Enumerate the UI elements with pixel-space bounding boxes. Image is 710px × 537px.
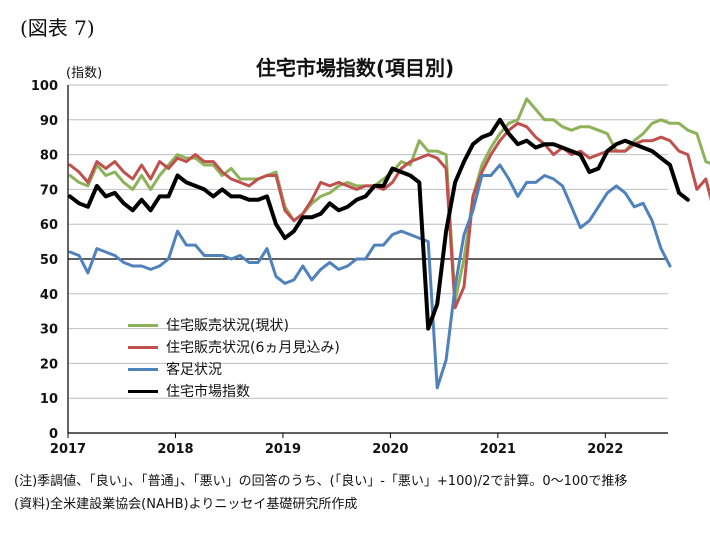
chart-title: 住宅市場指数(項目別) [255,56,455,80]
legend-label-sales-outlook: 住宅販売状況(6ヵ月見込み) [166,340,340,356]
y-tick-label: 30 [40,323,58,338]
series-lines [68,97,710,390]
series-line-sales-current [68,97,710,303]
y-tick-label: 90 [40,114,58,129]
legend-swatch-sales-current [128,323,158,327]
note-line: (注)季調値、「良い」、「普通」、「悪い」の回答のうち、(「良い」-「悪い」+1… [14,474,628,489]
axes [67,85,668,438]
y-tick-labels: 0 10 20 30 40 50 60 70 80 90 100 [31,79,58,442]
legend-label-traffic: 客足状況 [166,362,222,378]
legend-item-sales-current: 住宅販売状況(現状) [128,314,340,336]
series-line-sales-outlook [68,121,710,310]
x-tick-label: 2020 [372,442,408,457]
y-tick-label: 0 [49,427,58,442]
legend-item-sales-outlook: 住宅販売状況(6ヵ月見込み) [128,336,340,358]
legend-label-hmi: 住宅市場指数 [166,384,250,400]
series-line-hmi [68,117,690,331]
y-tick-label: 60 [40,218,58,233]
y-tick-label: 50 [40,253,58,268]
y-tick-label: 10 [40,392,58,407]
legend-swatch-traffic [128,367,158,371]
y-tick-label: 20 [40,357,58,372]
legend-item-hmi: 住宅市場指数 [128,380,340,402]
y-axis-unit-label: (指数) [66,66,103,81]
y-tick-label: 100 [31,79,58,94]
y-tick-label: 80 [40,149,58,164]
x-tick-label: 2021 [480,442,516,457]
legend-label-sales-current: 住宅販売状況(現状) [166,318,289,334]
y-tick-label: 40 [40,288,58,303]
x-tick-label: 2017 [50,442,86,457]
x-tick-label: 2018 [157,442,193,457]
legend-swatch-sales-outlook [128,345,158,349]
source-line: (資料)全米建設業協会(NAHB)よりニッセイ基礎研究所作成 [14,497,358,512]
legend-swatch-hmi [128,389,158,393]
x-tick-label: 2022 [587,442,623,457]
figure-label: (図表 7) [20,16,95,40]
y-tick-label: 70 [40,183,58,198]
series-line-traffic [68,163,672,390]
x-tick-labels: 2017 2018 2019 2020 2021 2022 [50,442,624,457]
x-tick-label: 2019 [265,442,301,457]
notes: (注)季調値、「良い」、「普通」、「悪い」の回答のうち、(「良い」-「悪い」+1… [14,470,627,516]
legend: 住宅販売状況(現状) 住宅販売状況(6ヵ月見込み) 客足状況 住宅市場指数 [128,314,340,402]
legend-item-traffic: 客足状況 [128,358,340,380]
